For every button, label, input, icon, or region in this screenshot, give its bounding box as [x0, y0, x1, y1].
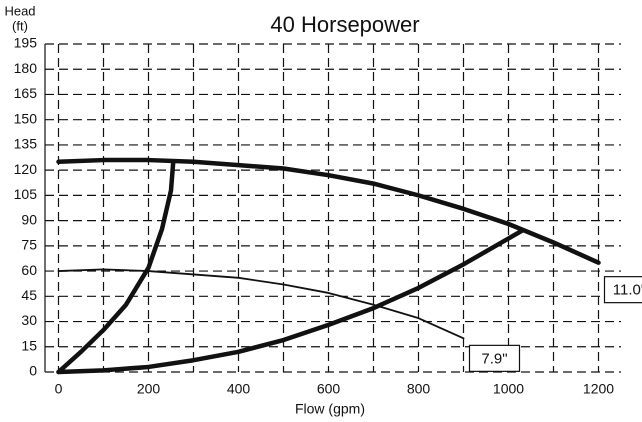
y-tick-label: 180 [14, 60, 38, 76]
x-tick-label: 1000 [493, 381, 524, 397]
x-axis-label: Flow (gpm) [295, 401, 365, 417]
y-tick-label: 165 [14, 85, 38, 101]
legend-box [603, 276, 642, 304]
x-tick-label: 400 [227, 381, 251, 397]
legend-label: 11.0" [613, 282, 642, 299]
y-tick-label: 105 [14, 186, 38, 202]
curve [56, 159, 176, 375]
y-tick-label: 120 [14, 161, 38, 177]
legend-box [468, 344, 521, 372]
y-tick-label: 75 [21, 237, 37, 253]
chart-title: 40 Horsepower [270, 12, 419, 37]
y-tick-label: 90 [21, 211, 37, 227]
y-tick-label: 15 [21, 337, 37, 353]
y-tick-label: 195 [14, 35, 38, 51]
y-tick-label: 45 [21, 287, 37, 303]
y-tick-label: 150 [14, 110, 38, 126]
y-tick-label: 0 [29, 363, 37, 379]
x-tick-label: 200 [137, 381, 161, 397]
x-tick-label: 1200 [583, 381, 614, 397]
y-axis-label: (ft) [12, 18, 28, 33]
y-axis-label: Head [4, 3, 35, 18]
x-tick-label: 800 [407, 381, 431, 397]
curve [57, 268, 465, 340]
y-tick-label: 30 [21, 312, 37, 328]
x-tick-label: 0 [55, 381, 63, 397]
y-tick-label: 135 [14, 136, 38, 152]
curve [56, 157, 601, 265]
y-tick-label: 60 [21, 262, 37, 278]
x-tick-label: 600 [317, 381, 341, 397]
curve [56, 228, 525, 375]
legend-label: 7.9" [481, 350, 507, 367]
